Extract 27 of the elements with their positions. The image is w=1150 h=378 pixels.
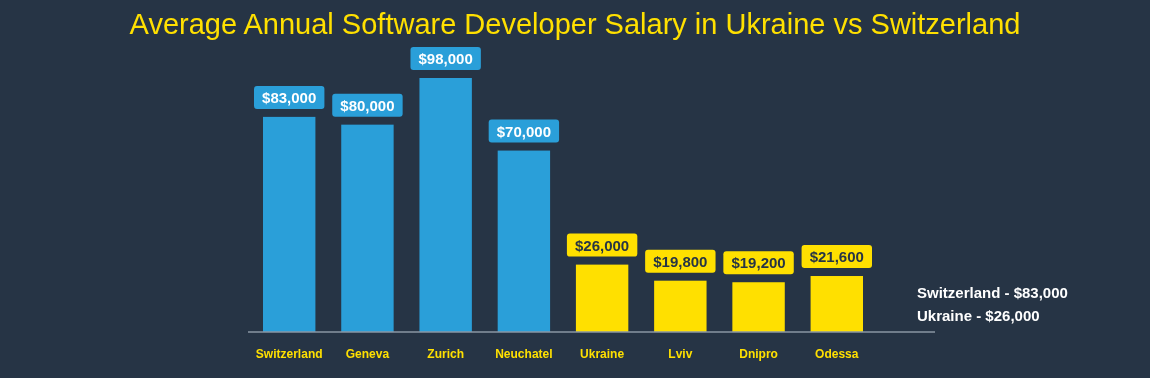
data-label: $19,800 xyxy=(653,252,708,270)
data-label: $98,000 xyxy=(418,50,473,67)
x-tick-label: Odessa xyxy=(815,347,859,361)
x-tick-label: Lviv xyxy=(668,347,693,361)
x-tick-label: Zurich xyxy=(427,347,464,361)
chart-title: Average Annual Software Developer Salary in Ukraine vs Switzerland xyxy=(129,8,1021,40)
bar xyxy=(497,150,551,332)
x-tick-label: Neuchatel xyxy=(495,347,553,361)
bar xyxy=(419,78,472,332)
bar xyxy=(341,124,394,332)
data-label: $21,600 xyxy=(809,248,864,266)
x-tick-label: Switzerland xyxy=(255,347,323,361)
data-label: $70,000 xyxy=(496,122,551,140)
data-label: $19,200 xyxy=(731,254,786,272)
bar xyxy=(810,276,863,332)
annotation: Switzerland - $83,000 xyxy=(917,284,1068,301)
bar xyxy=(654,280,707,332)
bar xyxy=(732,282,785,332)
bar xyxy=(263,116,316,332)
annotation: Ukraine - $26,000 xyxy=(917,307,1040,324)
bar xyxy=(575,264,629,332)
data-label: $80,000 xyxy=(340,96,395,114)
x-tick-label: Ukraine xyxy=(580,347,625,361)
x-tick-label: Geneva xyxy=(345,347,390,361)
x-tick-label: Dnipro xyxy=(739,347,778,361)
data-label: $83,000 xyxy=(262,88,317,106)
data-label: $26,000 xyxy=(575,236,630,254)
